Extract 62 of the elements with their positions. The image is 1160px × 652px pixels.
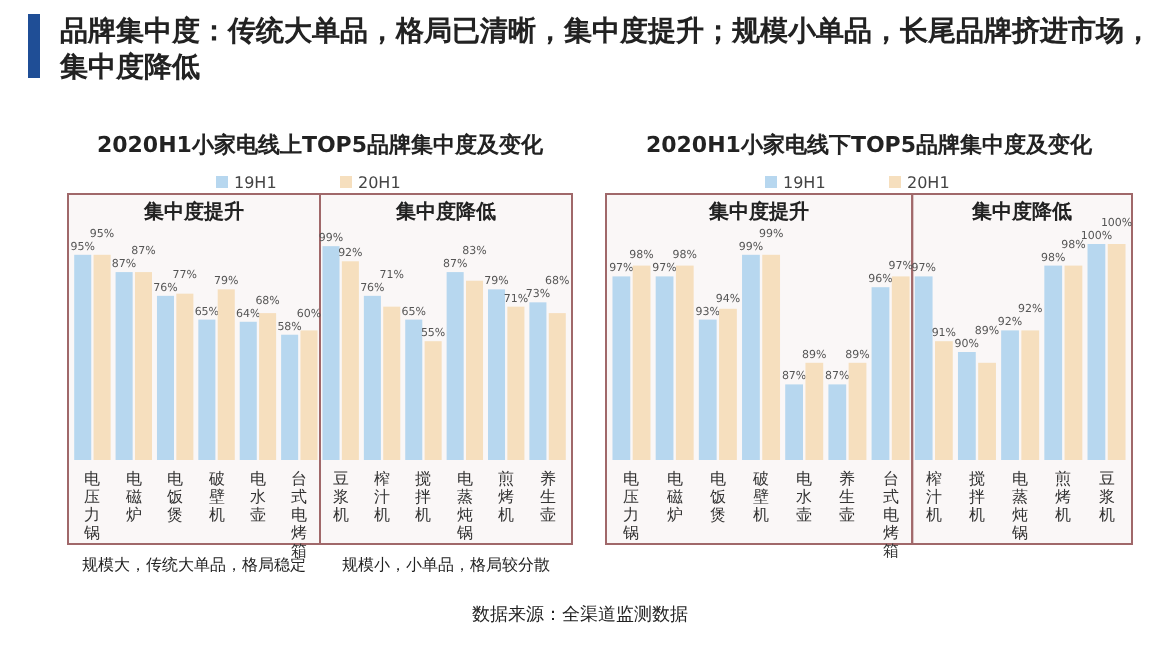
- chart-title: 2020H1小家电线上TOP5品牌集中度及变化: [96, 132, 546, 158]
- bar: [93, 254, 111, 460]
- source-note: 数据来源：全渠道监测数据: [472, 604, 688, 626]
- x-tick-label: 电磁炉: [664, 470, 683, 524]
- x-tick-label: 榨汁机: [374, 470, 391, 524]
- bar: [446, 272, 464, 460]
- bar: [363, 295, 381, 460]
- x-tick-label: 煎烤机: [1055, 470, 1072, 524]
- x-tick-label: 电蒸炖锅: [454, 470, 473, 542]
- band-label: 集中度降低: [394, 200, 496, 224]
- text: 品牌集中度：传统大单品，格局已清晰，集中度提升；规模小单品，长尾品牌挤进市场，集中度降低: [58, 14, 1152, 84]
- legend-label: 19H1: [783, 174, 826, 192]
- bar: [465, 280, 484, 460]
- bar: [424, 341, 442, 460]
- bar: [74, 254, 92, 460]
- bar: [300, 330, 318, 460]
- bar: [281, 334, 299, 460]
- legend-label: 20H1: [358, 174, 401, 192]
- x-tick-label: 豆浆机: [332, 470, 349, 524]
- bar: [507, 306, 525, 460]
- bar: [156, 295, 175, 460]
- bar: [176, 293, 194, 460]
- x-tick-label: 养生壶: [539, 470, 556, 524]
- chart-title: 2020H1小家电线下TOP5品牌集中度及变化: [645, 132, 1095, 158]
- bar: [322, 246, 340, 460]
- text: 规模大，传统大单品，格局稳定: [82, 556, 306, 574]
- bar: [239, 321, 257, 460]
- x-tick-label: 养生壶: [839, 470, 856, 524]
- band-label: 集中度降低: [970, 200, 1073, 224]
- bar: [488, 289, 506, 460]
- x-tick-label: 电饭煲: [165, 470, 184, 524]
- bar: [383, 306, 401, 460]
- x-tick-label: 台式电烤箱: [882, 470, 899, 560]
- x-tick-label: 电压力锅: [621, 470, 640, 542]
- x-tick-label: 榨汁机: [925, 470, 942, 524]
- band-label: 集中度提升: [707, 200, 810, 224]
- x-tick-label: 搅拌机: [968, 470, 985, 524]
- bar: [548, 313, 566, 460]
- bar: [529, 302, 547, 460]
- bar: [198, 319, 216, 460]
- x-tick-label: 台式电烤箱: [291, 470, 308, 560]
- x-tick-label: 搅拌机: [415, 470, 432, 524]
- x-tick-label: 电磁炉: [123, 470, 142, 524]
- bar: [115, 272, 133, 460]
- x-tick-label: 豆浆机: [1098, 470, 1115, 524]
- bar: [134, 272, 152, 460]
- text: 规模小，小单品，格局较分散: [342, 556, 550, 574]
- legend-label: 20H1: [907, 174, 950, 192]
- x-tick-label: 破壁机: [751, 470, 770, 524]
- x-tick-label: 电饭煲: [707, 470, 726, 524]
- band-label: 集中度提升: [142, 200, 244, 224]
- x-tick-label: 电水壶: [249, 470, 266, 524]
- bar: [217, 289, 235, 460]
- x-tick-label: 电水壶: [796, 470, 813, 524]
- x-tick-label: 电蒸炖锅: [1010, 470, 1029, 542]
- legend-label: 19H1: [234, 174, 277, 192]
- x-tick-label: 煎烤机: [498, 470, 515, 524]
- bar: [259, 313, 277, 460]
- bar: [405, 319, 423, 460]
- x-tick-label: 电压力锅: [82, 470, 101, 542]
- bar: [341, 261, 359, 460]
- x-tick-label: 破壁机: [206, 470, 225, 524]
